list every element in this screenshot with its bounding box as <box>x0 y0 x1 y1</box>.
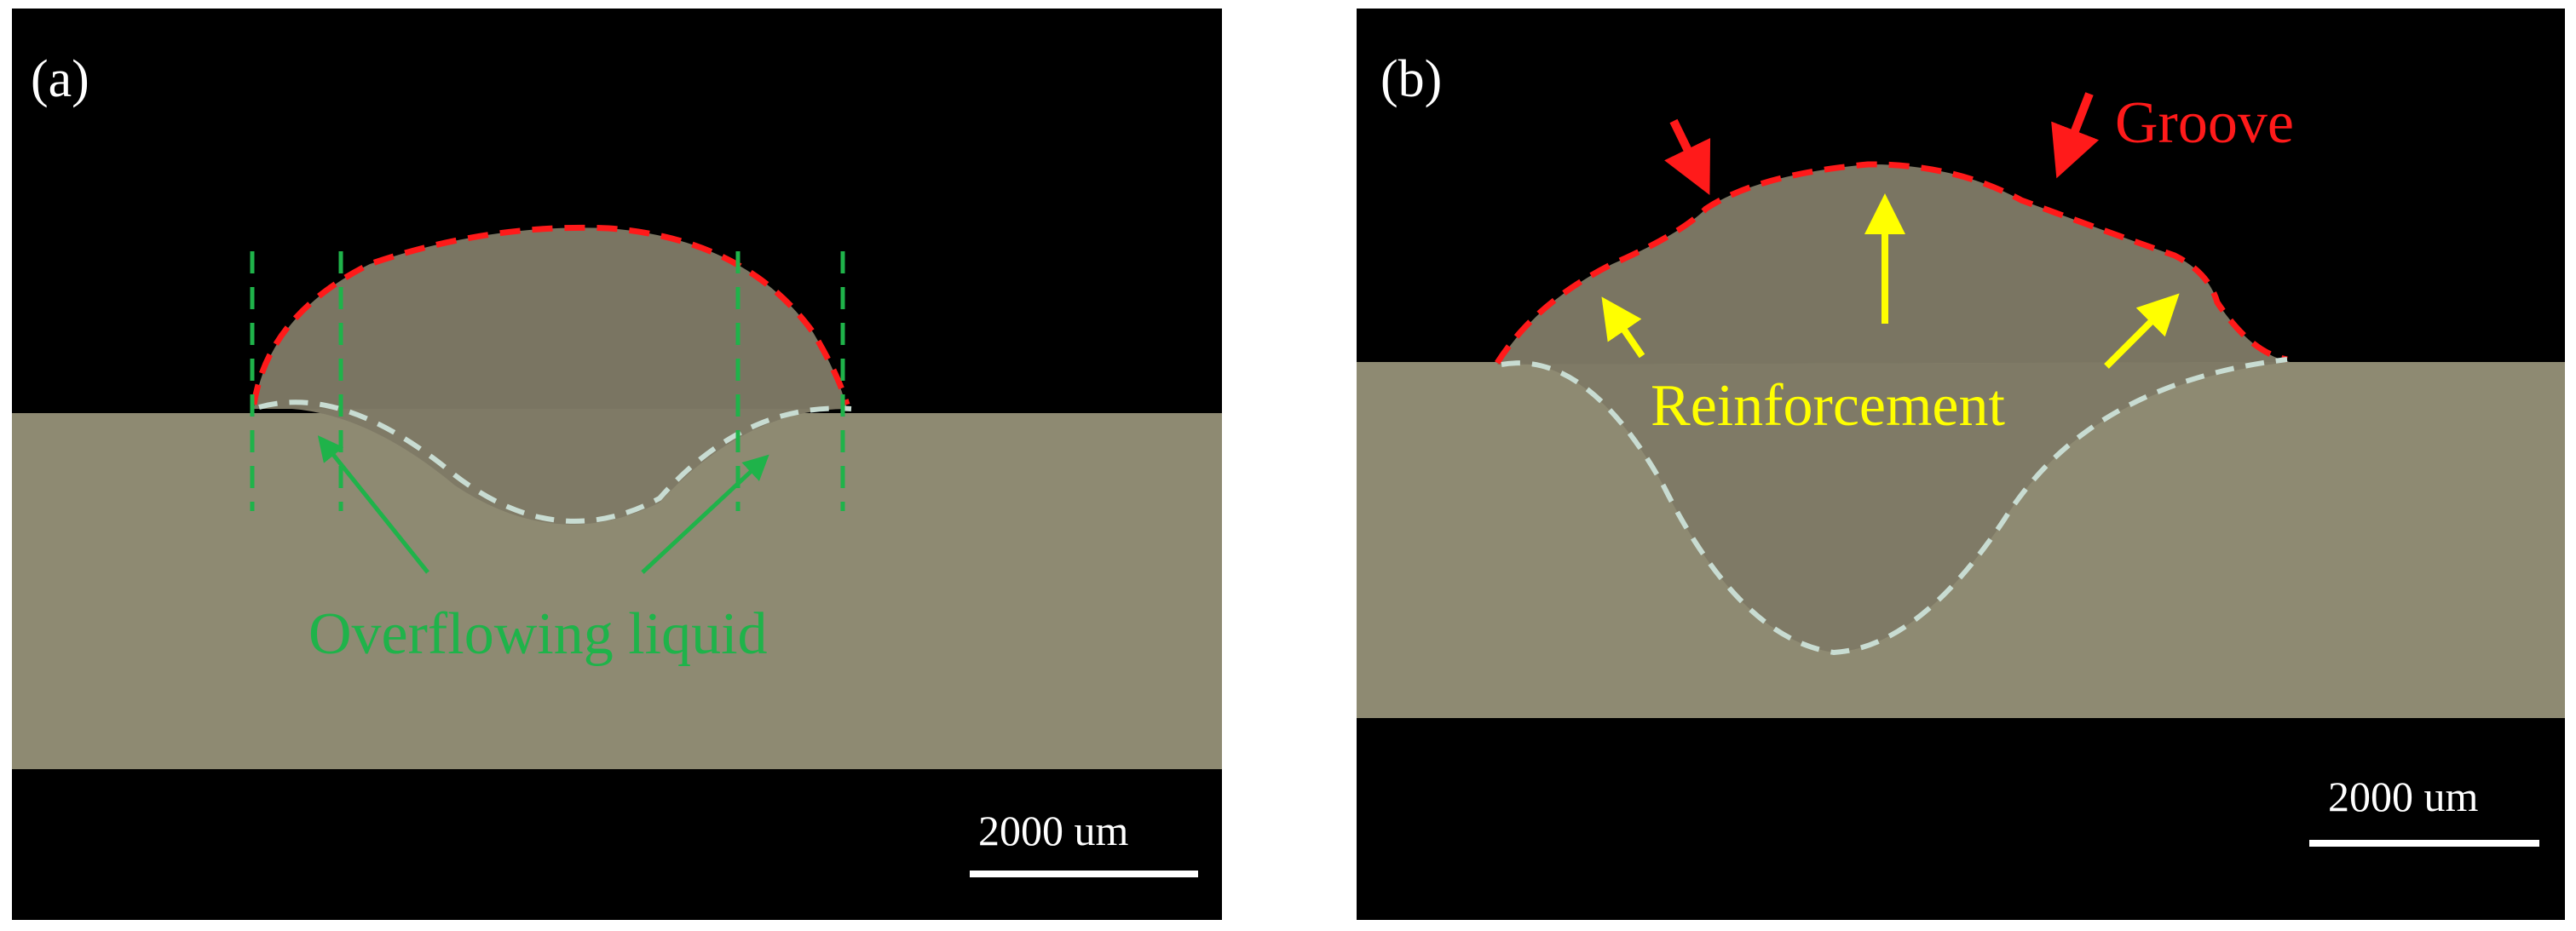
micrograph-panel-b: (b) Groove Reinforcement 2000 um <box>1357 9 2565 920</box>
overflow-arrow-left <box>317 435 429 574</box>
scale-bar <box>970 871 1198 877</box>
weld-bead <box>1497 164 2290 365</box>
fusion-line <box>1501 357 2288 656</box>
micrograph-b-image <box>1357 92 2565 718</box>
reinforcement-label: Reinforcement <box>1651 373 2005 439</box>
scale-bar-label: 2000 um <box>978 807 1129 854</box>
scale-bar <box>2309 840 2539 847</box>
weld-bead <box>254 227 847 409</box>
reinforcement-arrow-left <box>1601 296 1645 359</box>
micrograph-a-image <box>12 224 1222 769</box>
groove-label: Groove <box>2115 90 2294 156</box>
guide-lines <box>250 251 845 511</box>
groove-arrow-right <box>2051 92 2100 179</box>
reinforcement-arrow-right <box>2104 293 2180 369</box>
micrograph-panel-a: (a) Overflowing liquid 2000 um <box>12 9 1222 920</box>
scale-bar-label: 2000 um <box>2328 773 2479 820</box>
fusion-line <box>258 399 852 524</box>
panel-label: (a) <box>31 50 89 108</box>
overflow-arrow-right <box>641 454 769 574</box>
bead-outline <box>251 224 850 405</box>
fusion-zone <box>1497 362 2290 652</box>
groove-arrow-left <box>1664 118 1711 195</box>
panel-label: (b) <box>1380 50 1443 108</box>
overflowing-liquid-label: Overflowing liquid <box>308 601 768 667</box>
